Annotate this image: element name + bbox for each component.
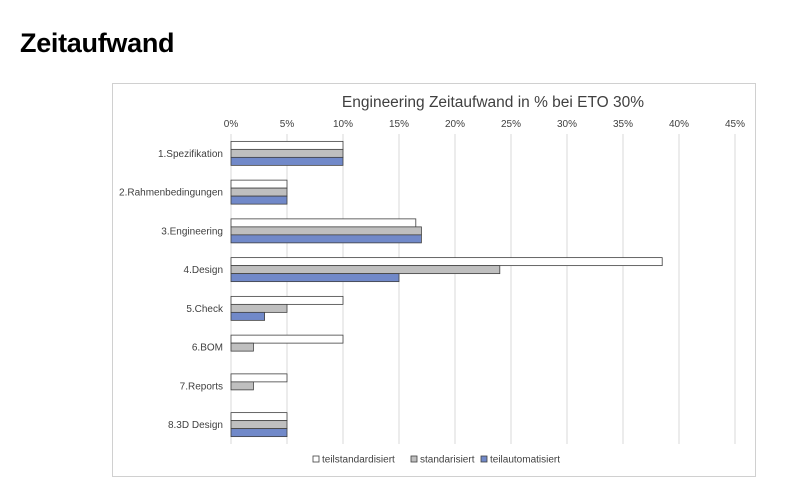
legend-label-teilstandardisiert: teilstandardisiert [322, 455, 395, 466]
legend-label-teilautomatisiert: teilautomatisiert [490, 455, 560, 466]
bar-teilautomatisiert-4 [230, 273, 400, 283]
category-label: 4.Design [184, 265, 223, 276]
chart-frame: Engineering Zeitaufwand in % bei ETO 30%… [112, 83, 756, 477]
bar-standarisiert-5 [230, 303, 288, 313]
category-label: 8.3D Design [168, 420, 223, 431]
chart-title: Engineering Zeitaufwand in % bei ETO 30% [342, 94, 644, 111]
bar-teilstandardisiert-6 [230, 334, 344, 344]
bars [230, 140, 663, 438]
legend-swatch-teilautomatisiert [480, 455, 488, 463]
page-title: Zeitaufwand [20, 28, 175, 58]
x-tick-label: 35% [613, 119, 633, 130]
category-label: 1.Spezifikation [158, 149, 223, 160]
bar-standarisiert-4 [230, 265, 501, 275]
x-tick-label: 25% [501, 119, 521, 130]
legend-swatch-standarisiert [410, 455, 418, 463]
labels: Engineering Zeitaufwand in % bei ETO 30%… [119, 94, 745, 431]
x-tick-label: 40% [669, 119, 689, 130]
bar-teilstandardisiert-3 [230, 218, 417, 228]
bar-standarisiert-2 [230, 187, 288, 197]
category-label: 2.Rahmenbedingungen [119, 188, 223, 199]
bar-teilstandardisiert-2 [230, 179, 288, 189]
bar-teilstandardisiert-8 [230, 412, 288, 422]
x-tick-label: 45% [725, 119, 745, 130]
category-label: 6.BOM [192, 343, 223, 354]
bar-teilautomatisiert-1 [230, 156, 344, 166]
bar-chart: Engineering Zeitaufwand in % bei ETO 30%… [119, 94, 745, 466]
legend-swatch-teilstandardisiert [312, 455, 320, 463]
bar-teilautomatisiert-8 [230, 428, 288, 438]
category-label: 5.Check [186, 304, 224, 315]
bar-teilautomatisiert-5 [230, 311, 265, 321]
bar-teilstandardisiert-5 [230, 295, 344, 305]
bar-teilstandardisiert-7 [230, 373, 288, 383]
gridlines [230, 134, 736, 444]
bar-teilautomatisiert-2 [230, 195, 288, 205]
bar-standarisiert-1 [230, 148, 344, 158]
x-tick-label: 0% [224, 119, 239, 130]
category-label: 7.Reports [180, 381, 223, 392]
x-tick-label: 15% [389, 119, 409, 130]
bar-standarisiert-7 [230, 381, 254, 391]
category-label: 3.Engineering [161, 226, 223, 237]
x-tick-label: 5% [280, 119, 295, 130]
bar-teilautomatisiert-3 [230, 234, 422, 244]
bar-teilstandardisiert-4 [230, 257, 663, 267]
bar-teilstandardisiert-1 [230, 140, 344, 150]
bar-standarisiert-8 [230, 420, 288, 430]
legend-label-standarisiert: standarisiert [420, 455, 475, 466]
x-tick-label: 30% [557, 119, 577, 130]
x-tick-label: 20% [445, 119, 465, 130]
bar-standarisiert-6 [230, 342, 254, 352]
x-tick-label: 10% [333, 119, 353, 130]
legend: teilstandardisiert standarisiert teilautom… [312, 455, 560, 466]
bar-standarisiert-3 [230, 226, 422, 236]
